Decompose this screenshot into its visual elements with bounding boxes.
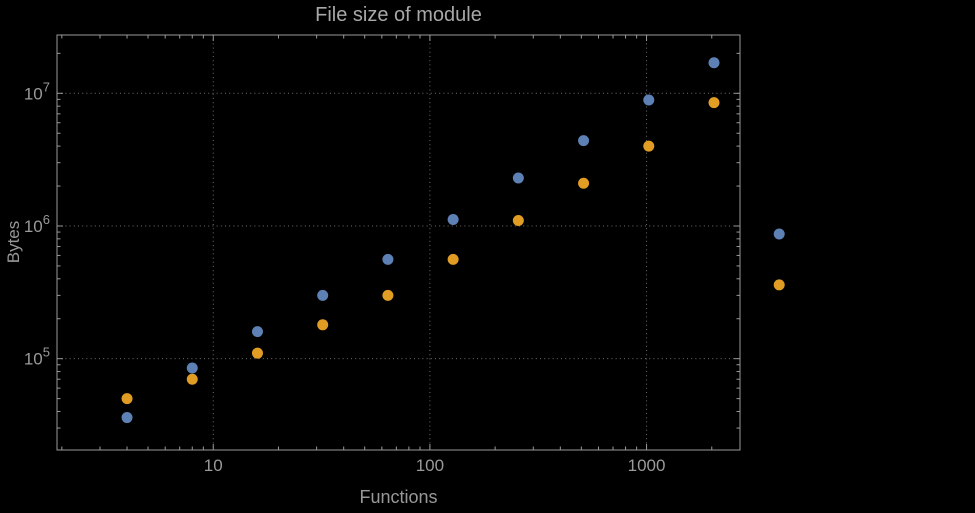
data-point-series-blue [773, 228, 785, 240]
plot-frame [56, 34, 741, 451]
data-point-series-blue [578, 135, 590, 147]
x-tick-label: 100 [416, 456, 444, 475]
data-point-series-orange [186, 373, 198, 385]
points-series-orange [121, 97, 785, 405]
x-tick-label: 10 [204, 456, 223, 475]
gridlines [57, 35, 740, 450]
x-axis-label: Functions [359, 487, 438, 507]
data-point-series-blue [512, 172, 524, 184]
data-point-series-blue [382, 253, 394, 265]
data-point-series-orange [382, 289, 394, 301]
y-tick-label: 106 [24, 212, 50, 236]
data-point-series-orange [578, 177, 590, 189]
points-series-blue [121, 57, 785, 424]
data-point-series-orange [708, 97, 720, 109]
tick-marks [57, 35, 740, 450]
data-point-series-blue [447, 213, 459, 225]
data-point-series-orange [317, 319, 329, 331]
data-point-series-blue [317, 289, 329, 301]
data-point-series-orange [251, 347, 263, 359]
chart-title: File size of module [315, 4, 482, 26]
data-point-series-orange [512, 214, 524, 226]
y-tick-labels: 105 106 107 [24, 79, 50, 368]
data-point-series-blue [121, 412, 133, 424]
data-point-series-blue [708, 57, 720, 69]
data-point-series-orange [447, 253, 459, 265]
x-tick-label: 1000 [628, 456, 666, 475]
data-point-series-blue [186, 362, 198, 374]
data-point-series-orange [773, 279, 785, 291]
y-tick-label: 105 [24, 345, 50, 369]
x-tick-labels: 10 100 1000 [204, 456, 666, 475]
data-point-series-blue [643, 94, 655, 106]
y-tick-label: 107 [24, 79, 50, 103]
data-point-series-orange [121, 393, 133, 405]
data-point-series-blue [251, 326, 263, 338]
data-point-series-orange [643, 140, 655, 152]
